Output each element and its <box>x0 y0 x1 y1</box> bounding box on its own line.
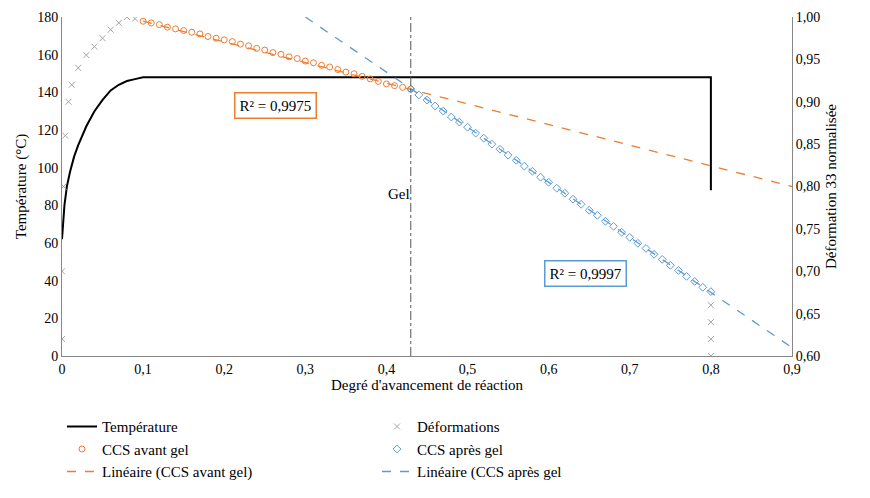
svg-text:100: 100 <box>37 161 58 176</box>
svg-text:20: 20 <box>44 311 58 326</box>
svg-text:Degré d'avancement de réaction: Degré d'avancement de réaction <box>331 377 524 393</box>
svg-text:0,4: 0,4 <box>378 362 396 377</box>
svg-text:0,95: 0,95 <box>796 52 821 67</box>
svg-text:Linéaire (CCS avant gel): Linéaire (CCS avant gel) <box>102 464 252 481</box>
svg-text:R² = 0,9975: R² = 0,9975 <box>240 98 312 114</box>
svg-text:120: 120 <box>37 123 58 138</box>
svg-text:Température: Température <box>102 419 178 435</box>
svg-text:0: 0 <box>59 362 66 377</box>
svg-text:0,2: 0,2 <box>215 362 233 377</box>
svg-text:0,9: 0,9 <box>783 362 801 377</box>
svg-text:CCS avant gel: CCS avant gel <box>102 442 189 458</box>
svg-text:0,7: 0,7 <box>621 362 639 377</box>
svg-text:0,1: 0,1 <box>134 362 152 377</box>
svg-text:1,00: 1,00 <box>796 10 821 25</box>
svg-text:0,8: 0,8 <box>702 362 720 377</box>
svg-text:0,90: 0,90 <box>796 95 821 110</box>
svg-text:Linéaire (CCS après gel: Linéaire (CCS après gel <box>417 464 562 481</box>
svg-text:CCS après gel: CCS après gel <box>417 442 503 458</box>
svg-text:0,65: 0,65 <box>796 307 821 322</box>
svg-text:0: 0 <box>51 349 58 364</box>
svg-text:0,60: 0,60 <box>796 349 821 364</box>
svg-text:0,70: 0,70 <box>796 264 821 279</box>
svg-text:160: 160 <box>37 48 58 63</box>
svg-text:80: 80 <box>44 198 58 213</box>
svg-text:Déformations: Déformations <box>417 419 500 435</box>
svg-text:140: 140 <box>37 85 58 100</box>
svg-text:40: 40 <box>44 274 58 289</box>
svg-text:0,75: 0,75 <box>796 222 821 237</box>
svg-text:0,3: 0,3 <box>297 362 315 377</box>
svg-text:Déformation 33 normalisée: Déformation 33 normalisée <box>823 104 839 269</box>
svg-text:0,85: 0,85 <box>796 137 821 152</box>
svg-text:180: 180 <box>37 10 58 25</box>
svg-text:60: 60 <box>44 236 58 251</box>
svg-text:0,6: 0,6 <box>540 362 558 377</box>
svg-text:Température (°C): Température (°C) <box>13 134 30 239</box>
svg-text:0,5: 0,5 <box>459 362 477 377</box>
svg-text:0,80: 0,80 <box>796 179 821 194</box>
svg-text:R² = 0,9997: R² = 0,9997 <box>550 266 622 282</box>
svg-text:Gel: Gel <box>388 186 410 202</box>
